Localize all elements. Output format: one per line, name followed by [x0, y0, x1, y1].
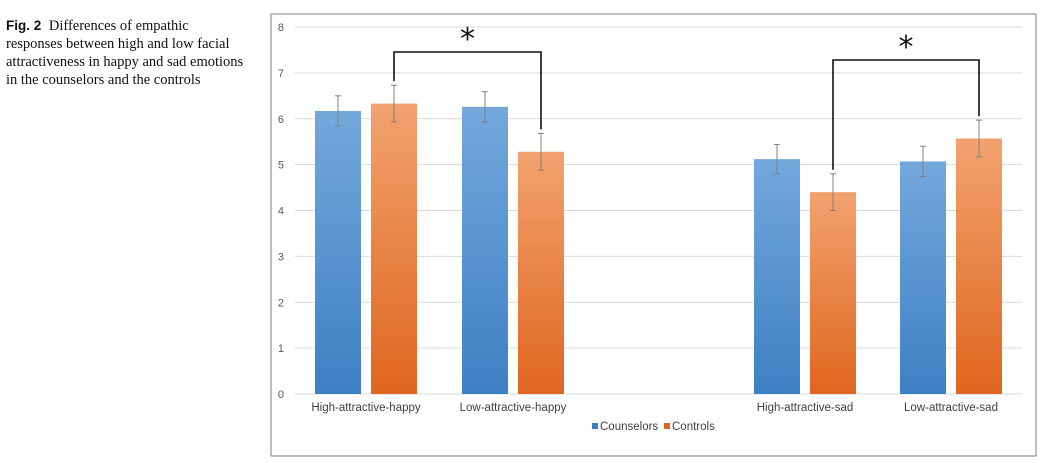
bar-controls: [810, 192, 856, 394]
error-bar-counselors: [335, 95, 341, 127]
significance-brackets: * *: [393, 22, 980, 170]
significance-bracket: *: [393, 22, 542, 130]
significance-bracket: *: [832, 30, 980, 170]
bar-controls: [518, 151, 564, 394]
error-bar-counselors: [482, 91, 488, 123]
y-tick-label: 3: [278, 251, 284, 263]
x-axis-category-labels: High-attractive-happy Low-attractive-happ…: [311, 402, 998, 414]
figure-label: Fig. 2: [6, 18, 42, 33]
bar-counselors: [462, 106, 508, 394]
error-bar-controls: [391, 84, 397, 123]
y-tick-label: 1: [278, 343, 284, 355]
bar-controls: [956, 138, 1002, 394]
bar-counselors: [900, 161, 946, 394]
y-tick-label: 7: [278, 68, 284, 80]
error-bar-counselors: [920, 145, 926, 178]
bars: [315, 103, 1002, 395]
y-tick-label: 2: [278, 297, 284, 309]
x-category-label: High-attractive-happy: [311, 402, 421, 414]
significance-star: *: [899, 30, 914, 65]
legend-item-counselors: Counselors: [592, 421, 658, 433]
legend-label: Counselors: [600, 421, 658, 433]
legend-item-controls: Controls: [664, 421, 715, 433]
error-bar-controls: [976, 119, 982, 158]
y-tick-label: 5: [278, 160, 284, 172]
x-category-label: Low-attractive-happy: [460, 402, 567, 414]
legend-label: Controls: [672, 421, 715, 433]
legend-swatch: [592, 423, 598, 429]
bar-controls: [371, 103, 417, 394]
y-tick-label: 4: [278, 206, 284, 218]
significance-star: *: [460, 22, 475, 57]
legend: Counselors Controls: [592, 421, 715, 433]
bar-counselors: [315, 110, 361, 395]
figure-caption: Fig. 2 Differences of empathic responses…: [6, 17, 246, 89]
error-bar-counselors: [774, 143, 780, 175]
error-bar-controls: [830, 173, 836, 211]
y-tick-label: 8: [278, 22, 284, 34]
x-category-label: Low-attractive-sad: [904, 402, 998, 414]
x-category-label: High-attractive-sad: [757, 402, 854, 414]
y-tick-label: 6: [278, 114, 284, 126]
legend-swatch: [664, 423, 670, 429]
y-axis-tick-labels: 0 1 2 3 4 5 6 7 8: [278, 22, 284, 401]
bar-counselors: [754, 159, 800, 394]
y-tick-label: 0: [278, 389, 284, 401]
error-bars: [335, 84, 982, 211]
error-bar-controls: [538, 132, 544, 171]
figure-caption-text: Differences of empathic responses betwee…: [6, 18, 244, 88]
